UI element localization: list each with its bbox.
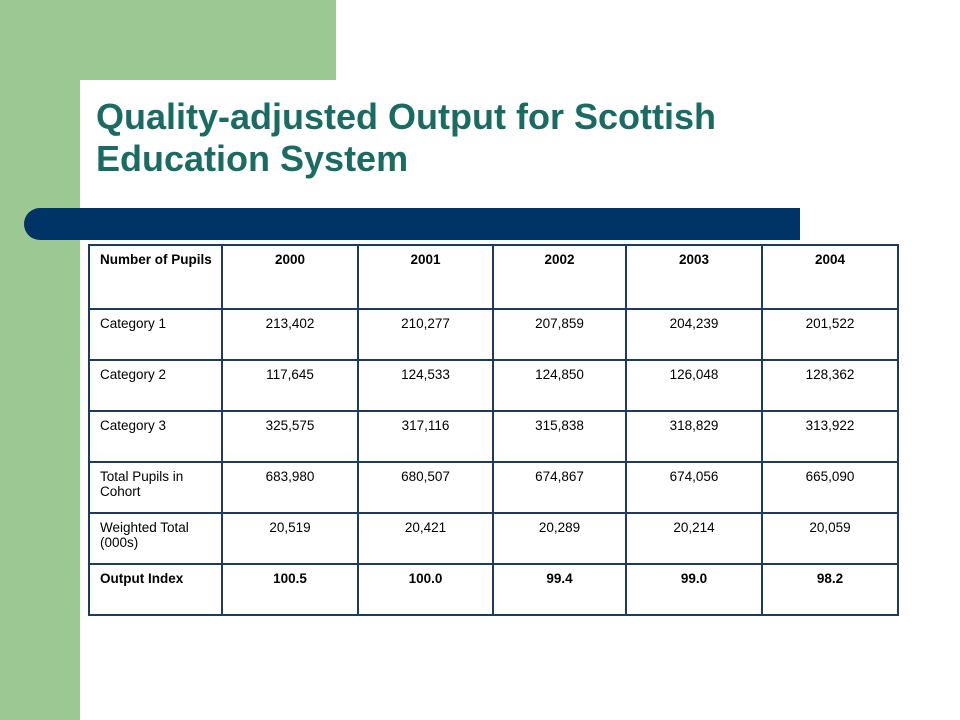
table-cell: 117,645 [221, 359, 359, 412]
table-row-output-index: Output Index 100.5 100.0 99.4 99.0 98.2 [88, 563, 899, 616]
table-cell: 124,850 [492, 359, 627, 412]
table-row: Weighted Total (000s) 20,519 20,421 20,2… [88, 512, 899, 565]
row-label: Total Pupils in Cohort [88, 461, 223, 514]
green-top-block [0, 0, 336, 80]
table-cell: 20,059 [761, 512, 899, 565]
table-cell: 128,362 [761, 359, 899, 412]
table-cell: 126,048 [625, 359, 763, 412]
table-cell: 315,838 [492, 410, 627, 463]
row-label: Category 2 [88, 359, 223, 412]
table-row: Total Pupils in Cohort 683,980 680,507 6… [88, 461, 899, 514]
table-cell: 100.0 [357, 563, 494, 616]
row-label: Output Index [88, 563, 223, 616]
table-cell: 317,116 [357, 410, 494, 463]
header-cell: 2003 [625, 244, 763, 310]
table-cell: 204,239 [625, 308, 763, 361]
header-cell: Number of Pupils [88, 244, 223, 310]
table-cell: 313,922 [761, 410, 899, 463]
table-row: Category 1 213,402 210,277 207,859 204,2… [88, 308, 899, 361]
table-cell: 213,402 [221, 308, 359, 361]
table-cell: 665,090 [761, 461, 899, 514]
table-cell: 674,056 [625, 461, 763, 514]
table-row: Category 2 117,645 124,533 124,850 126,0… [88, 359, 899, 412]
table-cell: 683,980 [221, 461, 359, 514]
table-cell: 99.0 [625, 563, 763, 616]
pupils-table: Number of Pupils 2000 2001 2002 2003 200… [88, 244, 899, 616]
slide-title: Quality-adjusted Output for Scottish Edu… [96, 96, 716, 179]
title-divider [24, 208, 800, 240]
header-cell: 2004 [761, 244, 899, 310]
table-cell: 124,533 [357, 359, 494, 412]
table-cell: 20,289 [492, 512, 627, 565]
row-label: Category 1 [88, 308, 223, 361]
header-cell: 2002 [492, 244, 627, 310]
table-cell: 100.5 [221, 563, 359, 616]
table-cell: 20,214 [625, 512, 763, 565]
table-cell: 210,277 [357, 308, 494, 361]
table-cell: 20,421 [357, 512, 494, 565]
table-cell: 98.2 [761, 563, 899, 616]
table-cell: 318,829 [625, 410, 763, 463]
header-cell: 2001 [357, 244, 494, 310]
table-header-row: Number of Pupils 2000 2001 2002 2003 200… [88, 244, 899, 310]
table-cell: 99.4 [492, 563, 627, 616]
table-row: Category 3 325,575 317,116 315,838 318,8… [88, 410, 899, 463]
green-side-band [0, 0, 80, 720]
table-cell: 325,575 [221, 410, 359, 463]
table-cell: 207,859 [492, 308, 627, 361]
table-cell: 680,507 [357, 461, 494, 514]
row-label: Category 3 [88, 410, 223, 463]
row-label: Weighted Total (000s) [88, 512, 223, 565]
table-cell: 201,522 [761, 308, 899, 361]
table-cell: 674,867 [492, 461, 627, 514]
table-cell: 20,519 [221, 512, 359, 565]
divider-bar [64, 208, 800, 240]
header-cell: 2000 [221, 244, 359, 310]
